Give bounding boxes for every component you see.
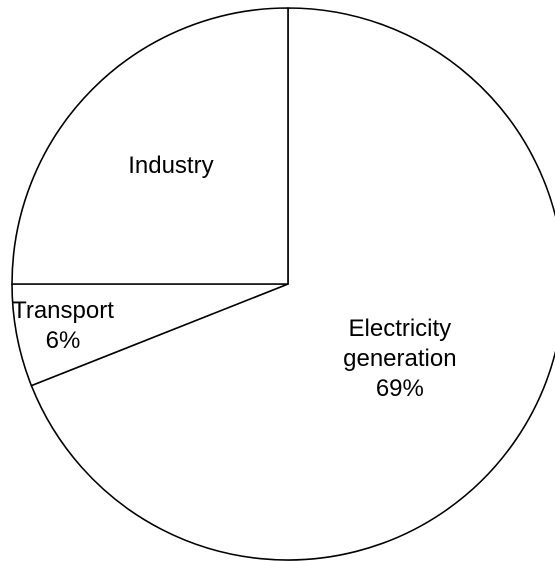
pie-slice-electricity-generation [30,7,555,561]
label-line: Transport [12,297,114,324]
pie-label-transport: Transport 6% [12,297,114,354]
pie-label-electricity-generation: Electricity generation 69% [343,315,456,402]
pie-slice-industry [11,7,289,285]
pie-slices [11,7,555,561]
value-label: 6% [46,327,81,354]
value-label: 69% [376,375,424,402]
pie-label-industry: Industry [128,152,213,179]
label-line: Industry [128,152,213,179]
label-line: Electricity [349,315,452,342]
label-line: generation [343,345,456,372]
pie-labels: Electricity generation 69% Transport 6% Indus… [12,152,457,402]
